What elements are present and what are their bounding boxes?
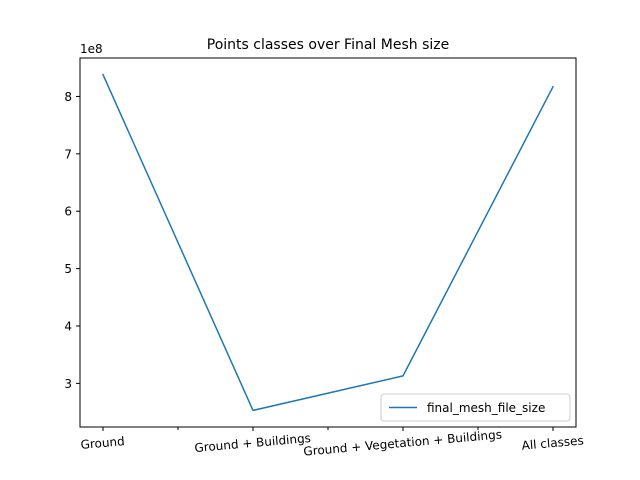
y-axis-multiplier: 1e8 <box>80 42 103 56</box>
y-tick-label: 3 <box>64 377 72 391</box>
legend-box <box>380 393 571 422</box>
plot-frame <box>79 57 577 428</box>
y-tick-label: 5 <box>64 262 72 276</box>
x-tick-label: Ground <box>80 434 125 452</box>
y-tick-label: 6 <box>64 205 72 219</box>
series-line <box>102 73 555 412</box>
x-tick-label: Ground + Buildings <box>194 431 312 455</box>
x-tick-label: Ground + Vegetation + Buildings <box>303 427 503 458</box>
y-tick-label: 8 <box>64 90 72 104</box>
y-tick-label: 4 <box>64 319 72 333</box>
legend-label: final_mesh_file_size <box>427 401 545 415</box>
x-tick-label: All classes <box>521 433 584 452</box>
y-tick-label: 7 <box>64 147 72 161</box>
legend: final_mesh_file_size <box>380 393 571 422</box>
chart-title: Points classes over Final Mesh size <box>207 37 449 53</box>
